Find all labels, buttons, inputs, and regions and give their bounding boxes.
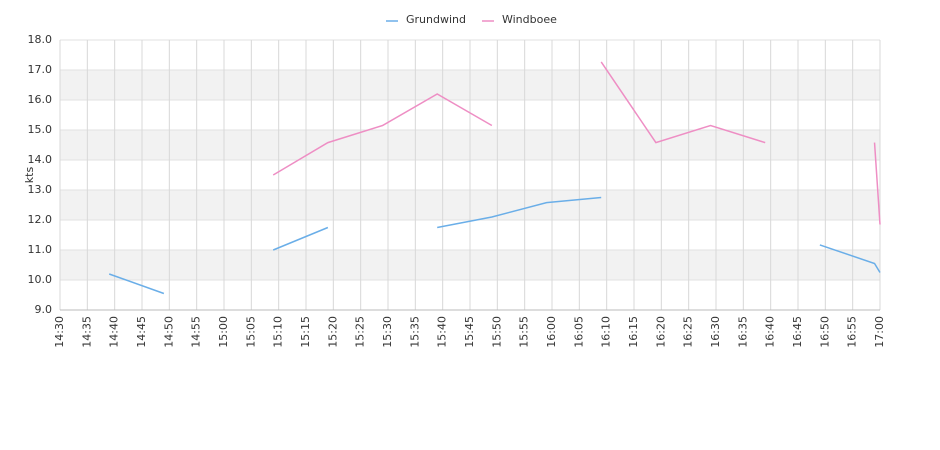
x-tick-label: 16:55 [846, 316, 859, 348]
legend-label: Grundwind [406, 13, 466, 26]
x-tick-label: 16:35 [736, 316, 749, 348]
legend-label: Windboee [502, 13, 557, 26]
x-tick-label: 15:05 [244, 316, 257, 348]
y-tick-label: 10.0 [28, 273, 53, 286]
x-tick-label: 16:05 [572, 316, 585, 348]
x-tick-label: 17:00 [873, 316, 886, 348]
y-tick-label: 11.0 [28, 243, 53, 256]
x-tick-label: 15:50 [490, 316, 503, 348]
x-tick-label: 14:35 [80, 316, 93, 348]
x-tick-label: 15:00 [217, 316, 230, 348]
y-tick-label: 16.0 [28, 93, 53, 106]
x-tick-label: 15:45 [463, 316, 476, 348]
y-tick-label: 15.0 [28, 123, 53, 136]
x-tick-label: 16:30 [709, 316, 722, 348]
x-tick-label: 15:35 [408, 316, 421, 348]
x-tick-label: 16:45 [791, 316, 804, 348]
x-tick-label: 16:00 [545, 316, 558, 348]
y-tick-label: 9.0 [35, 303, 53, 316]
y-tick-label: 18.0 [28, 33, 53, 46]
x-tick-label: 14:40 [108, 316, 121, 348]
x-tick-label: 15:40 [436, 316, 449, 348]
x-tick-label: 16:15 [627, 316, 640, 348]
x-tick-label: 15:10 [272, 316, 285, 348]
x-tick-label: 14:45 [135, 316, 148, 348]
y-tick-label: 14.0 [28, 153, 53, 166]
legend: Grundwind Windboee [386, 13, 557, 26]
x-tick-label: 16:40 [764, 316, 777, 348]
x-tick-label: 16:20 [654, 316, 667, 348]
x-tick-label: 15:55 [518, 316, 531, 348]
series-line [108, 196, 881, 295]
y-tick-label: 17.0 [28, 63, 53, 76]
x-tick-label: 15:30 [381, 316, 394, 348]
x-tick-label: 16:10 [600, 316, 613, 348]
x-tick-label: 15:15 [299, 316, 312, 348]
series-line [272, 61, 881, 225]
x-tick-label: 14:30 [53, 316, 66, 348]
y-tick-label: 12.0 [28, 213, 53, 226]
x-tick-label: 16:50 [818, 316, 831, 348]
x-tick-label: 15:25 [354, 316, 367, 348]
x-tick-label: 14:55 [190, 316, 203, 348]
y-tick-label: 13.0 [28, 183, 53, 196]
y-axis-label: kts [23, 167, 36, 184]
x-tick-label: 16:25 [682, 316, 695, 348]
x-tick-label: 15:20 [326, 316, 339, 348]
x-tick-label: 14:50 [162, 316, 175, 348]
